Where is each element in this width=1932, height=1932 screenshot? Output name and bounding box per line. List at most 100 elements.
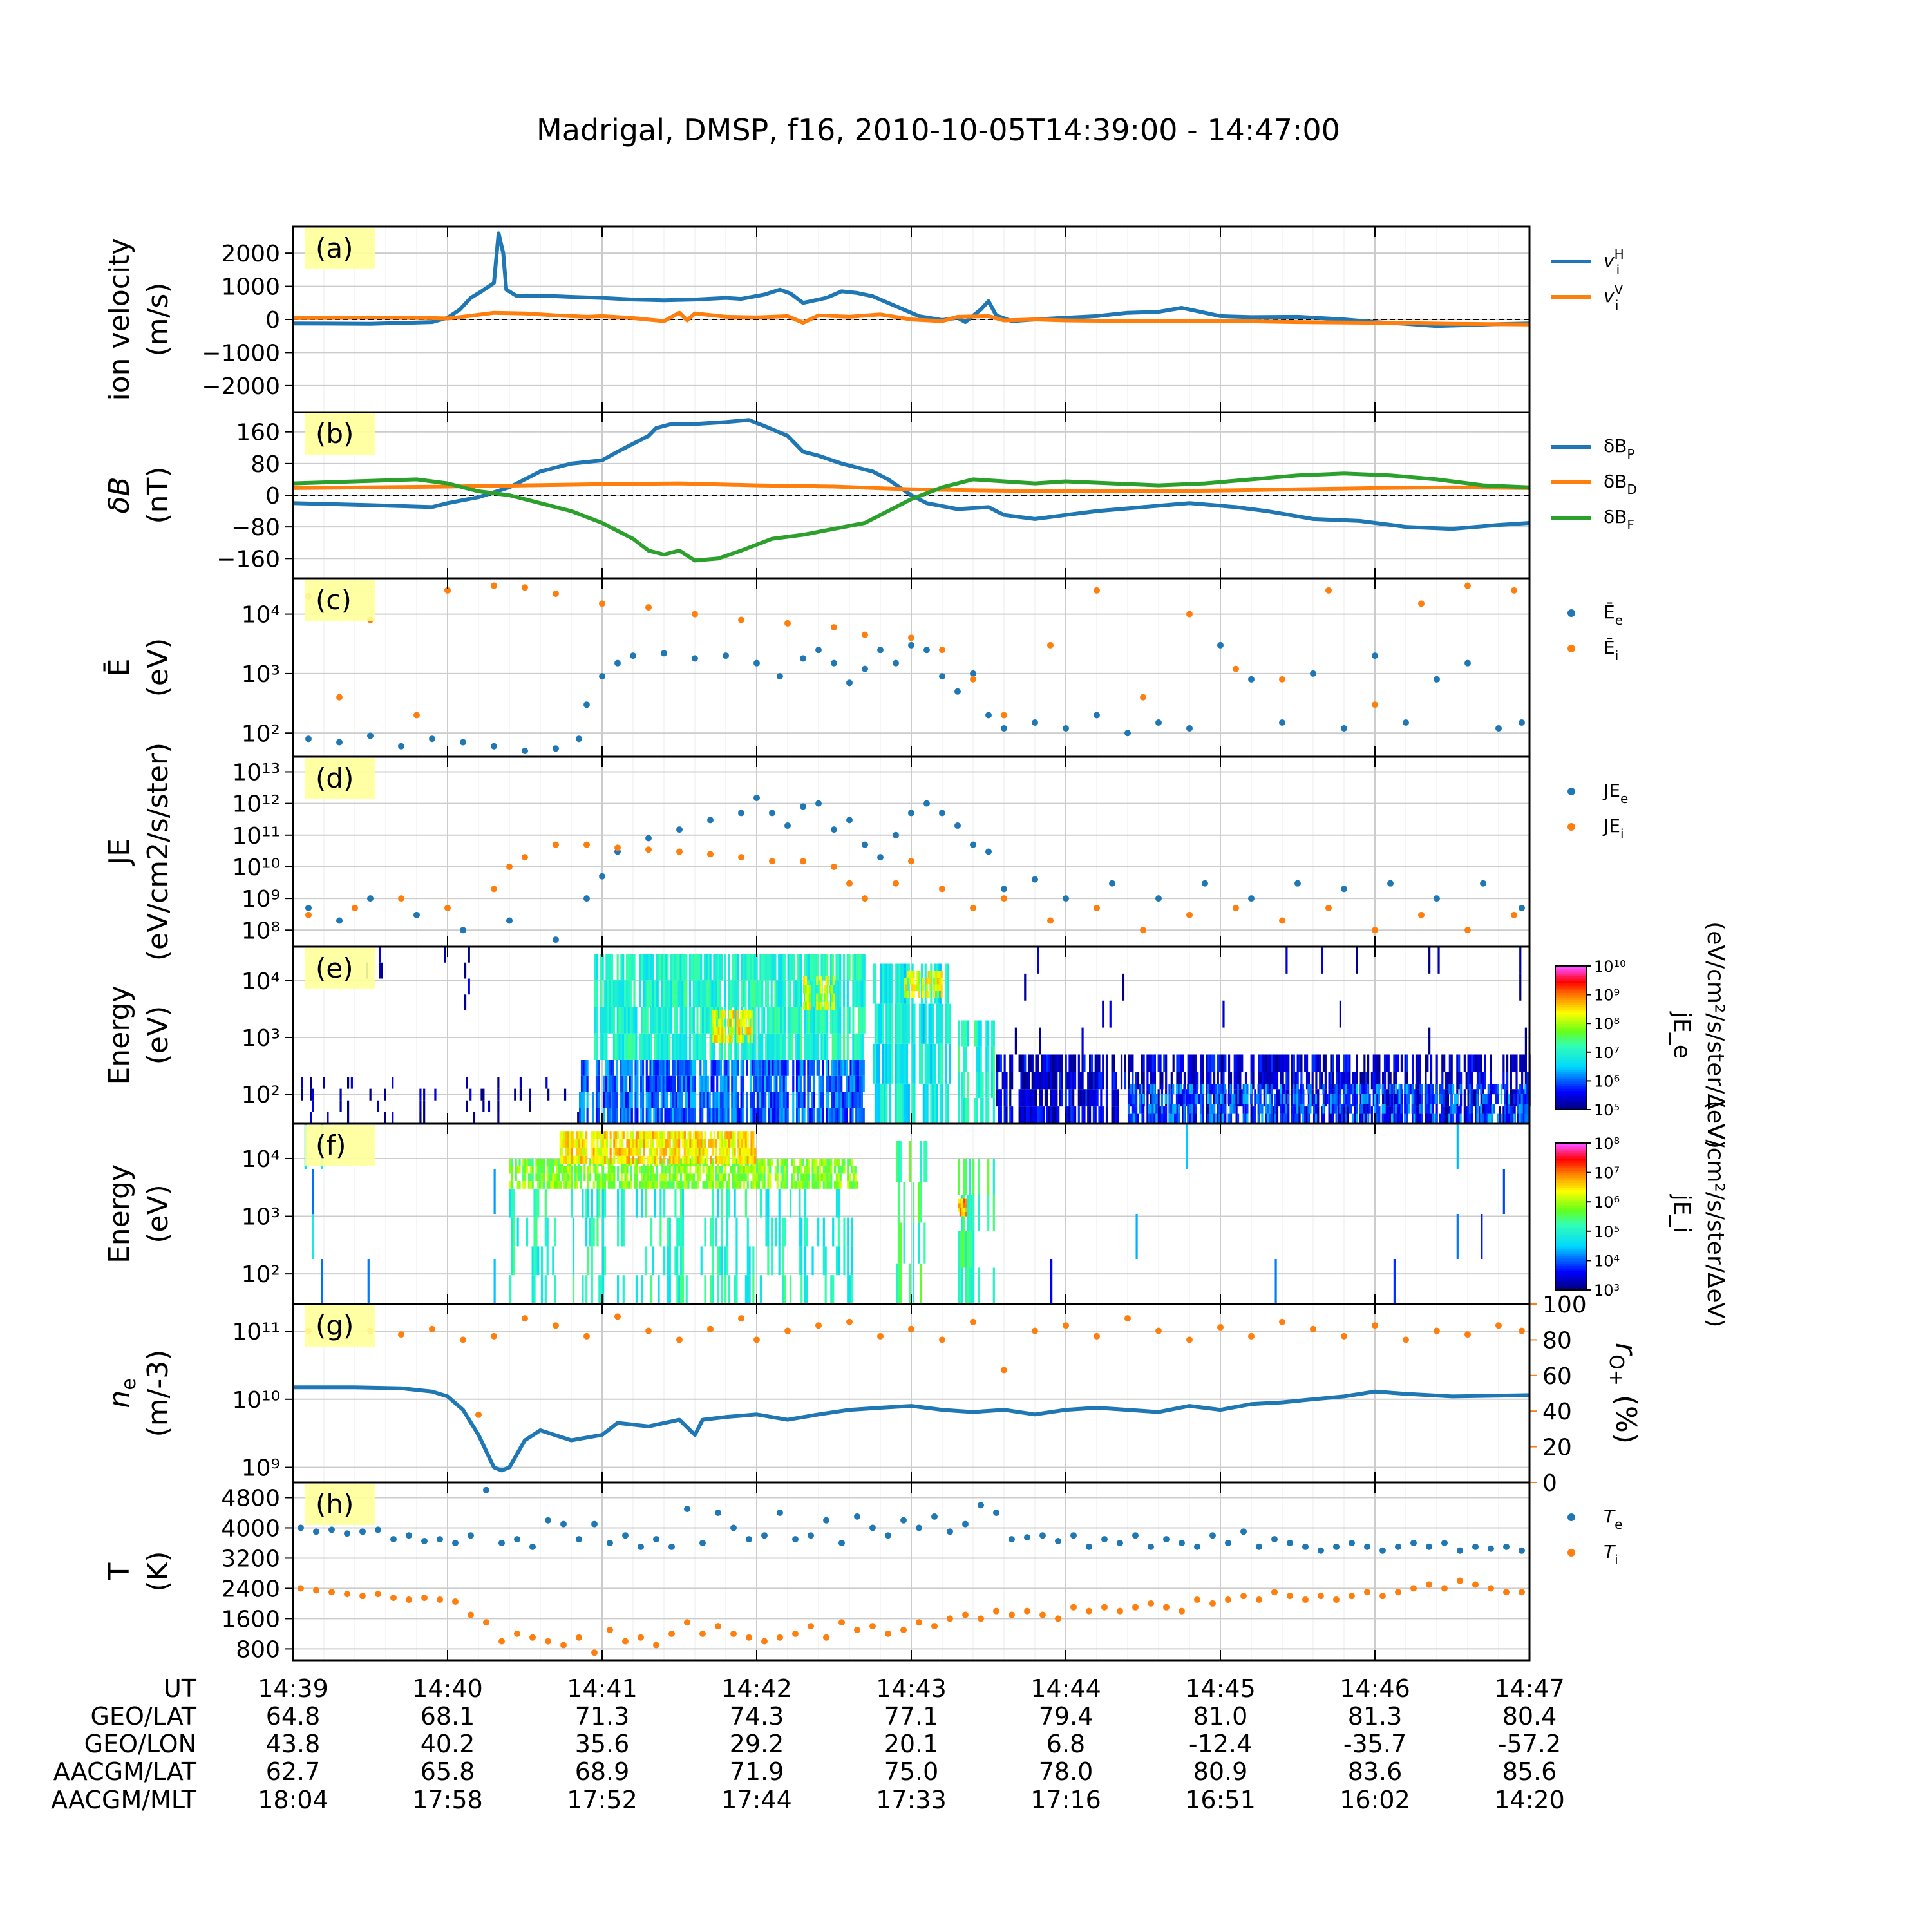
spectrogram-cell: [698, 1166, 701, 1174]
spectrogram-cell: [661, 1131, 664, 1140]
spectrogram-cell: [726, 1034, 730, 1043]
spectrogram-cell: [663, 1033, 665, 1061]
spectrogram-cell: [310, 1077, 312, 1089]
data-point-JE_i: [769, 858, 775, 865]
spectrogram-cell: [717, 980, 719, 1007]
spectrogram-cell: [1409, 1084, 1412, 1094]
spectrogram-cell: [1187, 1072, 1189, 1090]
legend-label-sub: P: [1627, 446, 1634, 462]
data-point-T_e: [962, 1520, 969, 1528]
data-point-T_e: [1349, 1539, 1355, 1546]
spectrogram-cell: [511, 1217, 514, 1247]
spectrogram-cell: [1313, 1104, 1316, 1114]
spectrogram-cell: [622, 953, 625, 981]
data-point-T_e: [1410, 1539, 1417, 1546]
colorbar-segment: [1555, 1206, 1586, 1210]
spectrogram-cell: [689, 1147, 692, 1156]
spectrogram-cell: [695, 1166, 697, 1174]
spectrogram-cell: [674, 1131, 677, 1140]
spectrogram-cell: [721, 1181, 723, 1189]
spectrogram-cell: [1193, 1106, 1195, 1124]
spectrogram-cell: [554, 1173, 556, 1182]
spectrogram-cell: [808, 1007, 810, 1034]
data-point-T_e: [1472, 1543, 1479, 1550]
spectrogram-cell: [854, 1033, 857, 1061]
spectrogram-cell: [580, 1155, 582, 1164]
spectrogram-cell: [742, 1060, 744, 1076]
spectrogram-cell: [782, 1166, 784, 1174]
spectrogram-cell: [668, 1166, 671, 1174]
spectrogram-cell: [623, 1060, 626, 1076]
spectrogram-cell: [1443, 1106, 1446, 1124]
spectrogram-cell: [771, 1158, 773, 1166]
spectrogram-cell: [1242, 1084, 1245, 1094]
spectrogram-cell: [738, 1108, 741, 1124]
colorbar-tick-label: 10⁸: [1594, 1135, 1620, 1153]
spectrogram-cell: [843, 1246, 846, 1276]
spectrogram-cell: [1059, 1089, 1062, 1107]
spectrogram-cell: [1077, 1089, 1080, 1107]
spectrogram-cell: [896, 1043, 899, 1084]
spectrogram-cell: [610, 1075, 613, 1092]
spectrogram-cell: [971, 1267, 973, 1304]
spectrogram-cell: [652, 1147, 654, 1156]
spectrogram-cell: [751, 1108, 754, 1124]
spectrogram-cell: [1354, 1072, 1357, 1090]
spectrogram-cell: [675, 1060, 677, 1076]
spectrogram-cell: [739, 1155, 742, 1164]
spectrogram-cell: [796, 1007, 799, 1034]
spectrogram-cell: [603, 1108, 605, 1124]
spectrogram-cell: [1202, 1104, 1204, 1114]
spectrogram-cell: [744, 1173, 747, 1182]
spectrogram-cell: [1425, 1072, 1427, 1090]
spectrogram-cell: [710, 1166, 712, 1174]
spectrogram-cell: [835, 1108, 837, 1124]
spectrogram-cell: [1497, 1084, 1499, 1094]
spectrogram-cell: [799, 1181, 801, 1189]
data-point-Ē_e: [1341, 724, 1347, 732]
spectrogram-cell: [672, 1173, 675, 1182]
spectrogram-cell: [1089, 1106, 1092, 1124]
spectrogram-cell: [1037, 1106, 1039, 1124]
spectrogram-cell: [1324, 1072, 1327, 1090]
spectrogram-cell: [1329, 1104, 1332, 1114]
spectrogram-cell: [776, 1173, 779, 1182]
spectrogram-cell: [1213, 1084, 1215, 1094]
spectrogram-cell: [766, 1075, 769, 1092]
spectrogram-cell: [535, 1217, 538, 1247]
spectrogram-cell: [1317, 1106, 1320, 1124]
spectrogram-cell: [1089, 1089, 1092, 1107]
spectrogram-cell: [1087, 1089, 1090, 1107]
spectrogram-cell: [369, 1088, 372, 1101]
spectrogram-cell: [668, 1060, 670, 1076]
spectrogram-cell: [1046, 1106, 1048, 1124]
spectrogram-cell: [753, 1007, 756, 1034]
spectrogram-cell: [1348, 1104, 1350, 1114]
spectrogram-cell: [1345, 1072, 1347, 1090]
spectrogram-cell: [1283, 1094, 1286, 1104]
spectrogram-cell: [898, 1003, 901, 1044]
spectrogram-cell: [813, 1033, 816, 1061]
data-point-r_O+: [1464, 1331, 1471, 1338]
data-point-T_i: [792, 1630, 799, 1637]
spectrogram-cell: [723, 1181, 725, 1189]
spectrogram-cell: [1273, 1072, 1275, 1090]
spectrogram-cell: [661, 1033, 663, 1061]
spectrogram-cell: [1160, 1084, 1164, 1094]
spectrogram-cell: [624, 1155, 627, 1164]
spectrogram-cell: [1276, 1089, 1279, 1107]
spectrogram-cell: [1356, 1054, 1358, 1072]
spectrogram-cell: [1484, 1072, 1486, 1090]
spectrogram-cell: [1367, 1094, 1369, 1104]
spectrogram-cell: [531, 1158, 534, 1166]
spectrogram-cell: [808, 1001, 811, 1010]
spectrogram-cell: [779, 1075, 782, 1092]
spectrogram-cell: [1376, 1084, 1379, 1094]
spectrogram-cell: [537, 1246, 540, 1276]
spectrogram-cell: [827, 1001, 829, 1010]
spectrogram-cell: [728, 1033, 730, 1061]
spectrogram-cell: [696, 1139, 699, 1148]
spectrogram-cell: [602, 1139, 605, 1148]
spectrogram-cell: [620, 1173, 623, 1182]
x-table-cell: 68.1: [421, 1702, 475, 1730]
